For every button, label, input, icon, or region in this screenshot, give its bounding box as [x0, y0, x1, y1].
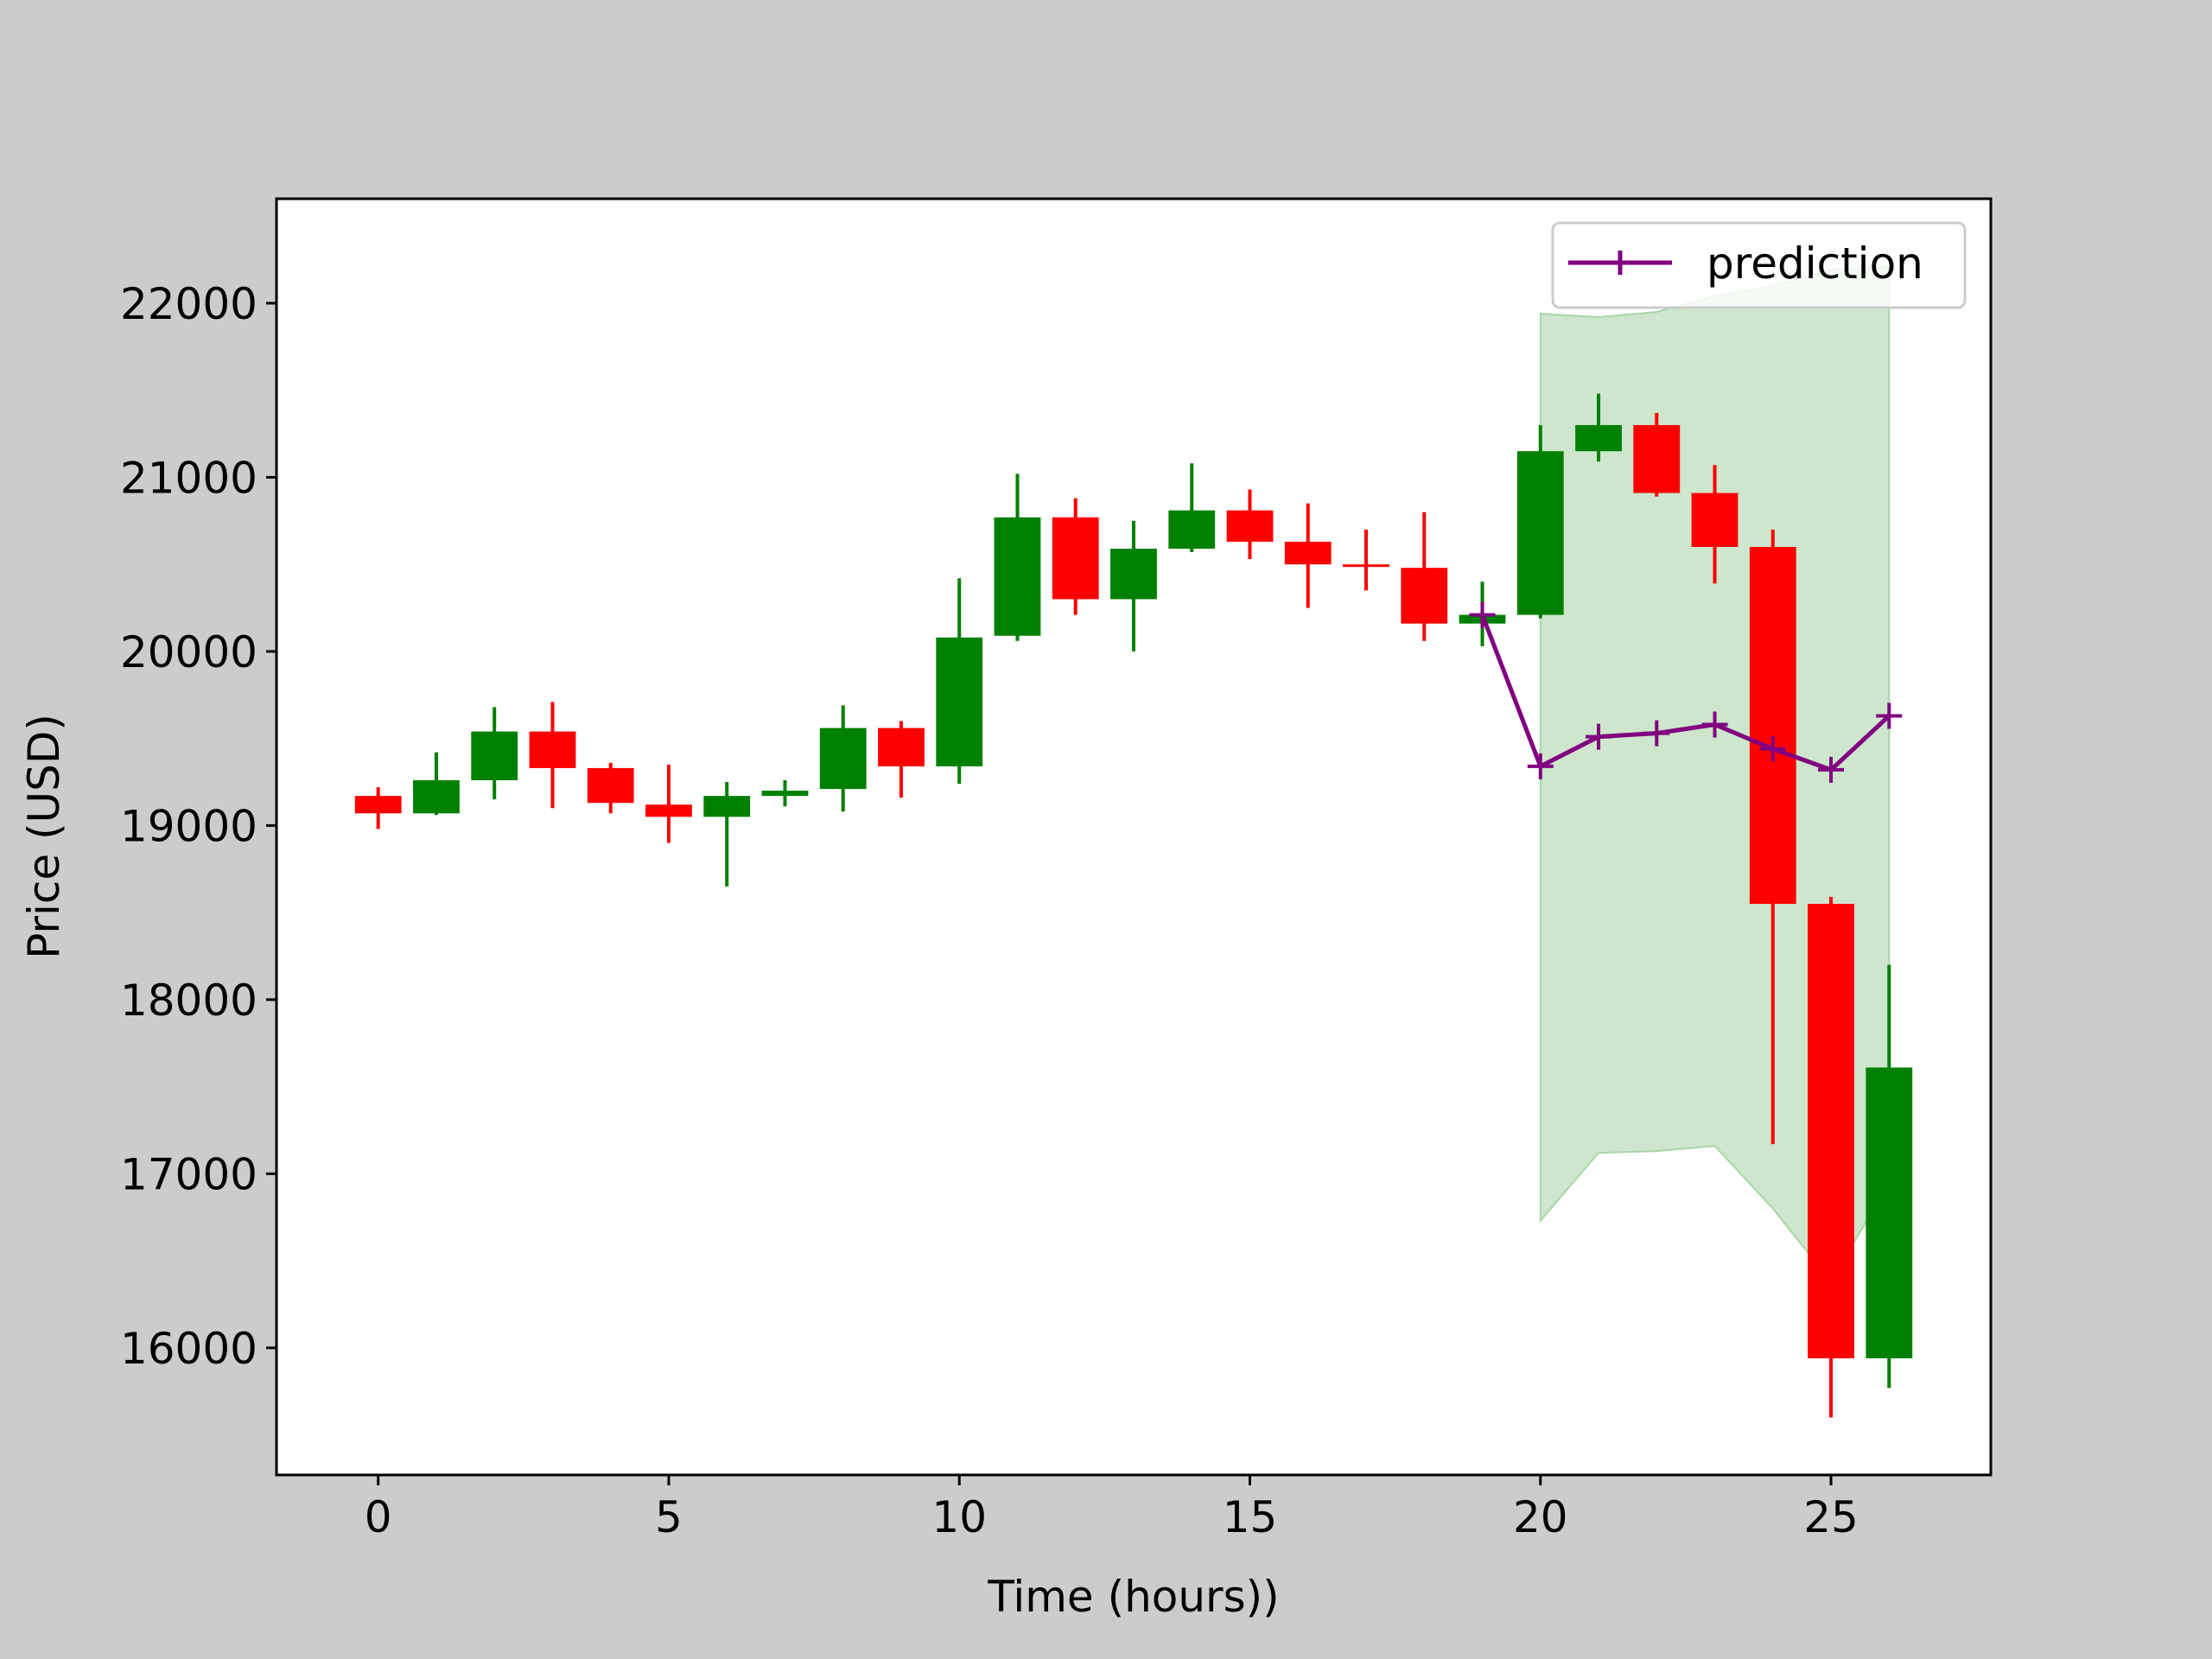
candle-body: [1110, 549, 1157, 600]
candle-body: [471, 731, 518, 781]
y-tick-label: 17000: [120, 1149, 257, 1199]
candle-body: [761, 791, 809, 797]
prediction-point: [1527, 753, 1554, 779]
prediction-point: [1643, 720, 1670, 747]
candle-body: [1052, 517, 1099, 600]
candle-body: [1284, 541, 1332, 565]
prediction-line: [1480, 613, 1891, 772]
candle-body: [1749, 547, 1796, 905]
y-tick-label: 18000: [120, 976, 257, 1026]
candle-body: [529, 731, 576, 768]
prediction-point: [1876, 702, 1903, 729]
candle-body: [587, 767, 634, 804]
prediction-point: [1586, 723, 1612, 750]
plot-frame: [275, 197, 1993, 1477]
candle-body: [1866, 1067, 1913, 1358]
x-tick-label: 0: [365, 1492, 392, 1542]
y-axis: 16000 17000 18000 19000 20000 21000 22000: [120, 279, 276, 1374]
candle-body: [1168, 510, 1216, 550]
y-tick-label: 21000: [120, 453, 257, 503]
candle-body: [878, 728, 925, 766]
candle-body: [1575, 424, 1622, 452]
prediction-point: [1759, 735, 1786, 762]
prediction-series: [1469, 601, 1903, 783]
x-tick-label: 25: [1803, 1492, 1859, 1542]
y-tick-label: 16000: [120, 1324, 257, 1374]
candle-body: [1808, 904, 1854, 1358]
legend-box: [1551, 221, 1967, 309]
candle-body: [1226, 510, 1274, 542]
y-axis-title: Price (USD): [19, 714, 69, 959]
x-axis: 0 5 10 15 20 25: [365, 1475, 1859, 1542]
x-tick-label: 5: [655, 1492, 683, 1542]
candle-body: [1343, 564, 1389, 568]
candle-body: [819, 728, 867, 790]
candles: [354, 393, 1913, 1418]
y-tick-label: 22000: [120, 279, 257, 329]
candle-body: [703, 796, 751, 817]
candle-body: [994, 517, 1041, 636]
candle-body: [1516, 451, 1564, 615]
candle-body: [936, 637, 983, 766]
candle-body: [413, 780, 460, 814]
x-tick-label: 15: [1223, 1492, 1278, 1542]
x-tick-label: 20: [1513, 1492, 1568, 1542]
x-axis-title: Time (hours)): [987, 1572, 1279, 1622]
y-tick-label: 20000: [120, 627, 257, 677]
legend-label-prediction: prediction: [1707, 238, 1923, 289]
y-tick-label: 19000: [120, 801, 257, 851]
prediction-point: [1818, 756, 1845, 783]
candle-body: [1633, 424, 1681, 493]
legend: prediction: [1551, 221, 1967, 309]
prediction-point: [1701, 711, 1728, 738]
candle-body: [354, 796, 402, 814]
prediction-point: [1469, 601, 1496, 628]
candle-body: [1401, 568, 1448, 624]
candle-body: [645, 804, 692, 817]
x-tick-label: 10: [931, 1492, 987, 1542]
candle-body: [1691, 493, 1738, 548]
